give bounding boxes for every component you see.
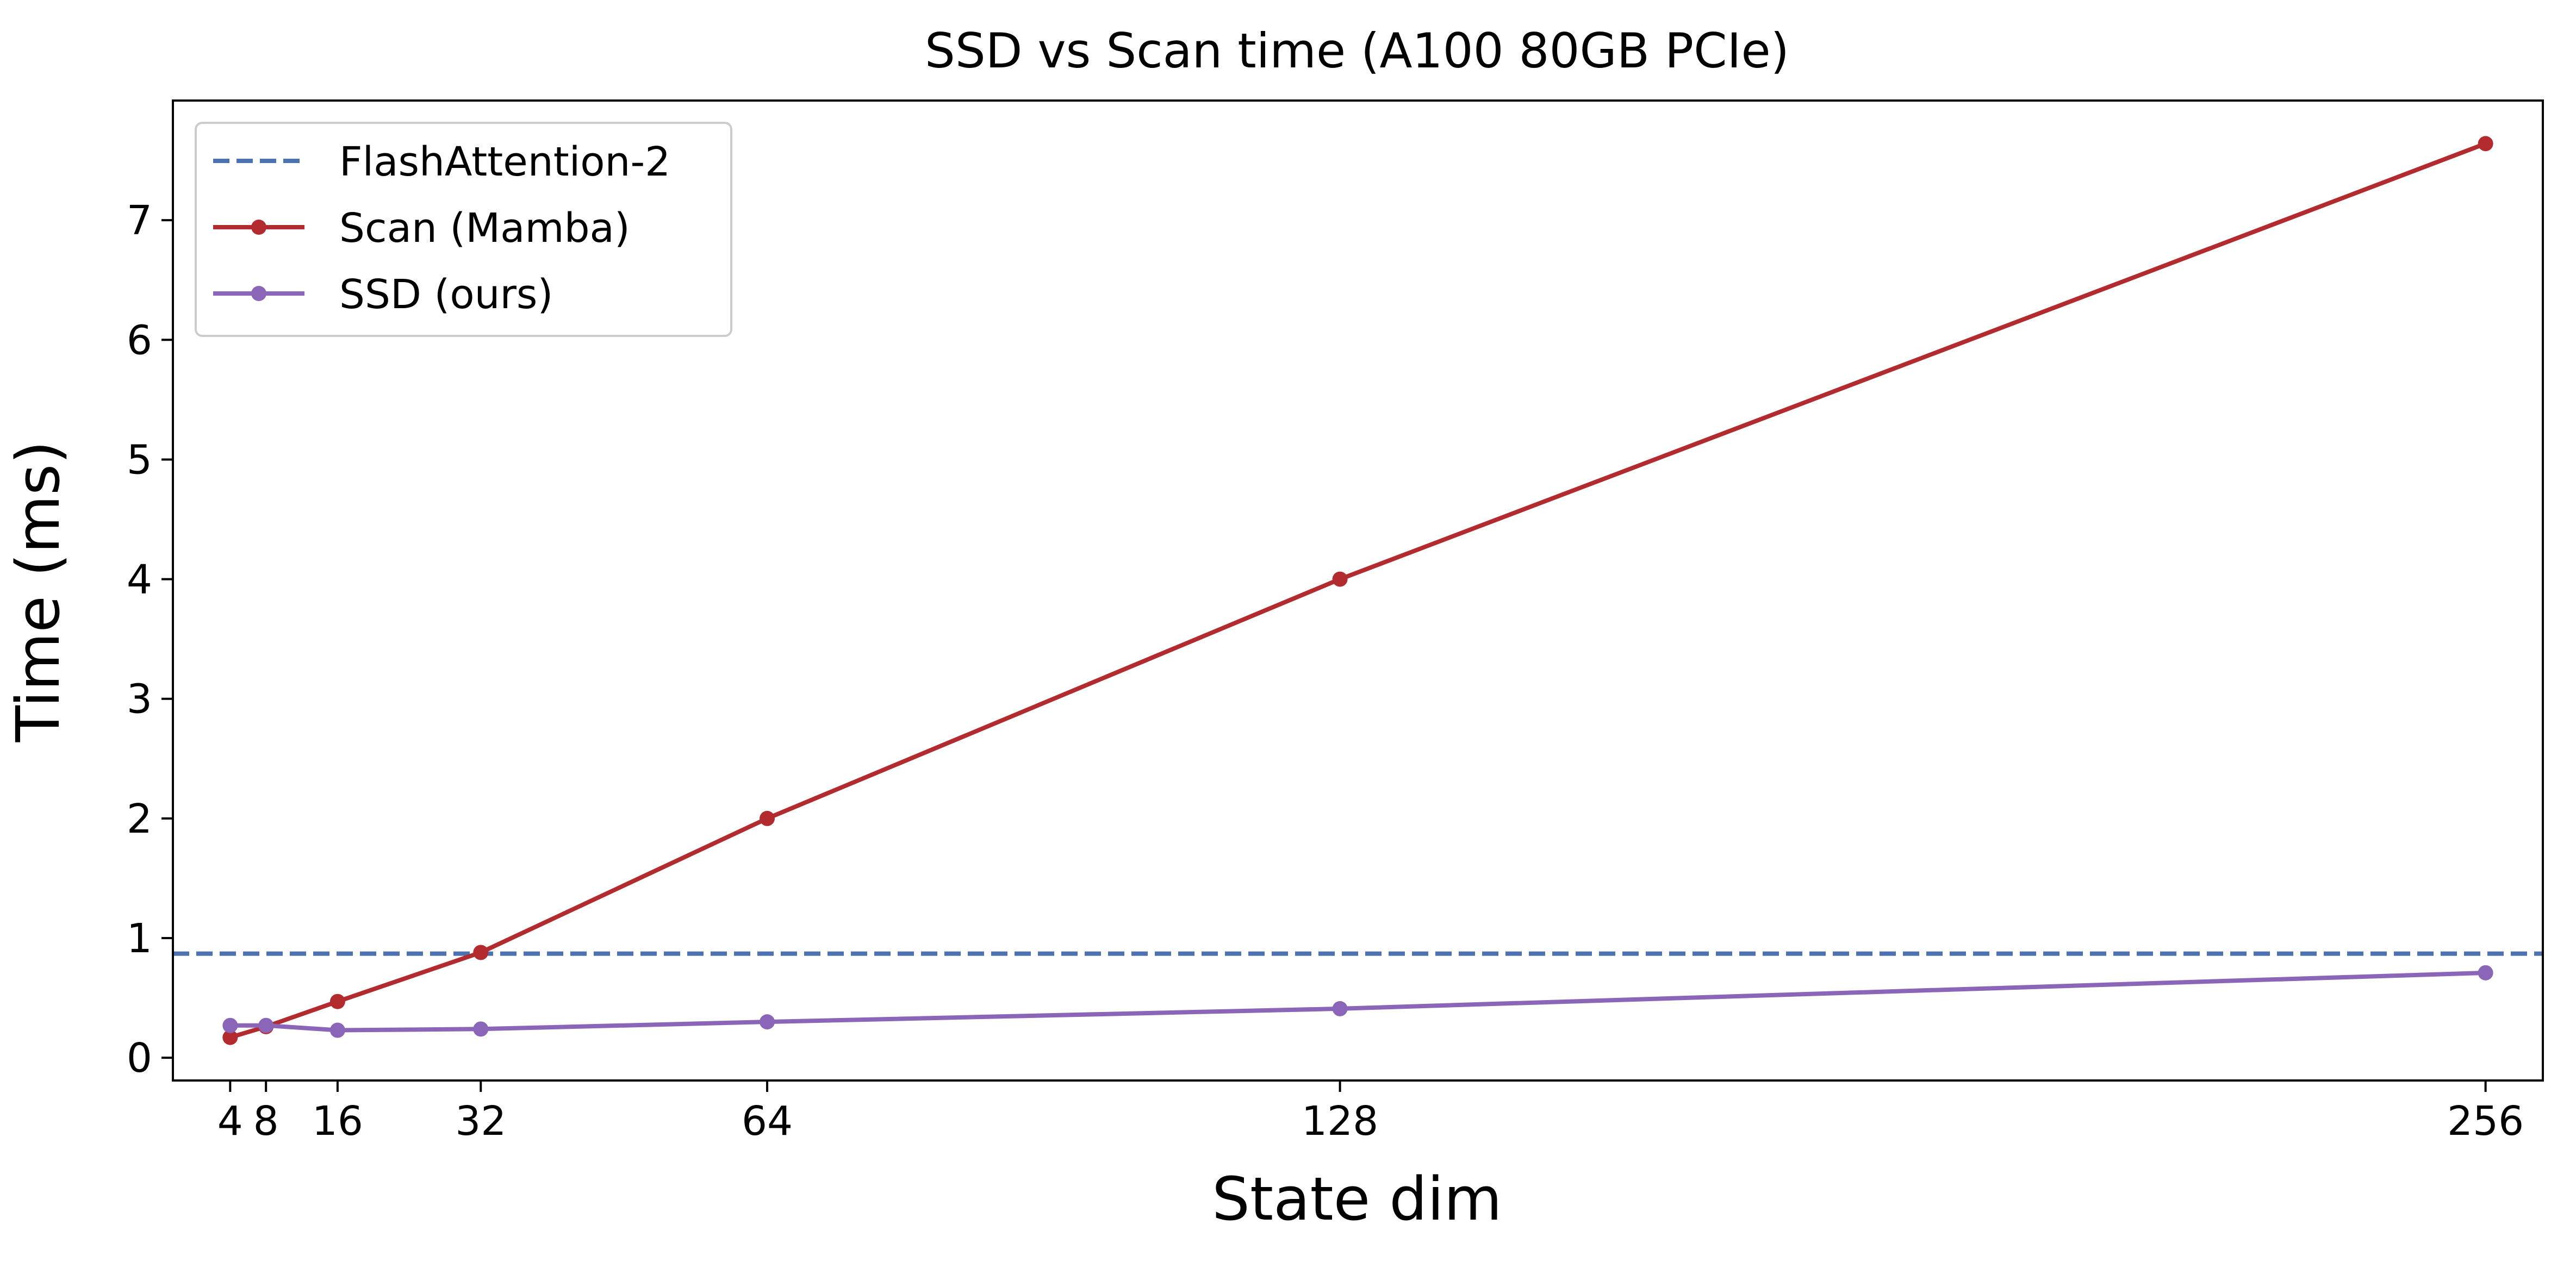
x-tick-label: 16 xyxy=(312,1098,363,1145)
legend-marker-scan-mamba xyxy=(251,220,266,235)
data-point-ssd-ours xyxy=(222,1017,238,1033)
y-tick-label: 2 xyxy=(127,796,152,842)
legend-box xyxy=(195,122,732,337)
data-point-ssd-ours xyxy=(760,1014,775,1030)
y-tick-label: 7 xyxy=(127,197,152,244)
axes-frame xyxy=(172,99,2544,1082)
data-point-scan-mamba xyxy=(473,945,489,960)
x-tick-label: 64 xyxy=(742,1098,793,1145)
y-tick-label: 5 xyxy=(127,436,152,483)
data-point-ssd-ours xyxy=(2478,965,2493,980)
legend: FlashAttention-2 Scan (Mamba) SSD (ours) xyxy=(195,122,732,337)
legend-label-ssd-ours: SSD (ours) xyxy=(339,271,553,318)
y-tick-label: 1 xyxy=(127,915,152,962)
x-tick-label: 128 xyxy=(1302,1098,1378,1145)
data-point-ssd-ours xyxy=(258,1017,274,1033)
data-point-scan-mamba xyxy=(760,810,775,826)
x-tick-label: 32 xyxy=(455,1098,506,1145)
data-point-scan-mamba xyxy=(222,1029,238,1045)
x-tick-label: 4 xyxy=(217,1098,243,1145)
x-tick-label: 256 xyxy=(2447,1098,2524,1145)
chart-title: SSD vs Scan time (A100 80GB PCIe) xyxy=(925,23,1789,79)
x-axis-label: State dim xyxy=(1212,1164,1502,1234)
y-tick-label: 0 xyxy=(127,1035,152,1082)
y-tick-label: 6 xyxy=(127,317,152,364)
data-point-ssd-ours xyxy=(1332,1001,1348,1016)
x-tick-label: 8 xyxy=(253,1098,279,1145)
y-tick-label: 4 xyxy=(127,557,152,603)
legend-marker-ssd-ours xyxy=(251,286,266,301)
data-point-scan-mamba xyxy=(2478,136,2493,152)
legend-label-scan-mamba: Scan (Mamba) xyxy=(339,205,630,252)
y-tick-label: 3 xyxy=(127,676,152,723)
data-point-scan-mamba xyxy=(1332,571,1348,587)
data-point-ssd-ours xyxy=(329,1022,345,1038)
y-axis-label: Time (ms) xyxy=(3,441,73,742)
data-point-scan-mamba xyxy=(329,994,345,1009)
data-point-ssd-ours xyxy=(473,1021,489,1037)
legend-label-flashattention-2: FlashAttention-2 xyxy=(339,139,670,185)
